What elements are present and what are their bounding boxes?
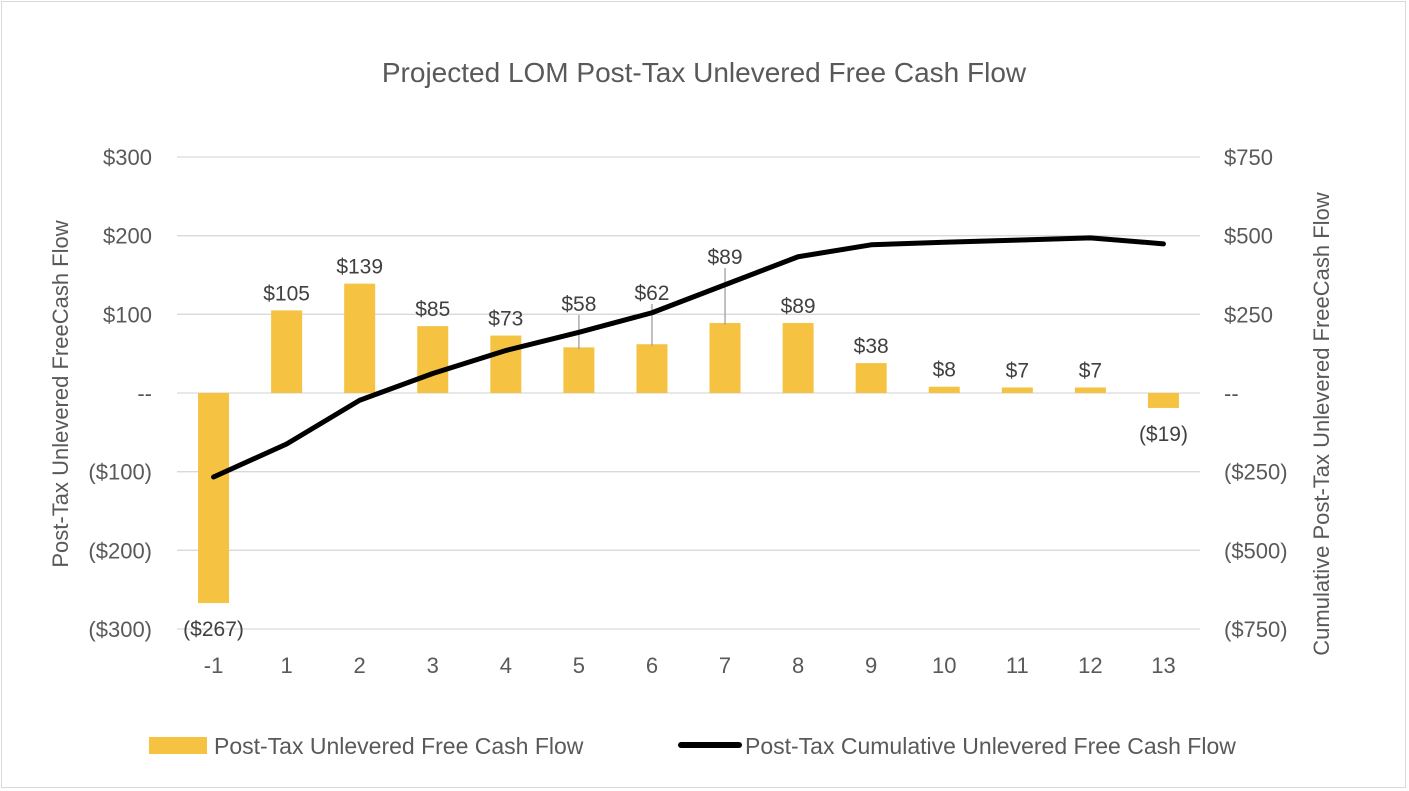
cumulative-line	[211, 235, 1166, 480]
bar-data-label: $73	[488, 308, 523, 331]
left-tick-label: $100	[103, 302, 152, 327]
bar	[782, 322, 814, 393]
left-axis-title: Post-Tax Unlevered FreeCash Flow	[48, 220, 73, 567]
right-tick-label: $250	[1224, 302, 1273, 327]
bar	[636, 344, 668, 393]
category-tick-label: 2	[354, 653, 366, 678]
bar	[1074, 387, 1106, 393]
bar	[709, 322, 741, 393]
right-tick-label: ($750)	[1224, 617, 1288, 642]
legend-line-label: Post-Tax Cumulative Unlevered Free Cash …	[745, 733, 1236, 759]
bar-data-label: $8	[933, 359, 956, 382]
bar	[855, 363, 887, 393]
bar-data-label: $7	[1006, 359, 1029, 382]
category-tick-label: 1	[280, 653, 292, 678]
category-tick-label: 8	[792, 653, 804, 678]
bar-data-label: ($267)	[183, 618, 244, 641]
bar-data-label: $105	[263, 282, 310, 305]
bar-data-label: $139	[336, 256, 383, 279]
bar	[198, 393, 230, 604]
category-tick-label: 11	[1006, 653, 1029, 678]
left-tick-label: $300	[103, 145, 152, 170]
bar-data-label: $7	[1079, 359, 1102, 382]
right-axis-title: Cumulative Post-Tax Unlevered FreeCash F…	[1309, 192, 1334, 656]
bar-data-label: $62	[634, 282, 669, 305]
right-tick-label: ($250)	[1224, 460, 1288, 485]
left-tick-label: ($200)	[88, 538, 152, 563]
bar	[563, 347, 595, 393]
bar-data-label: $38	[854, 335, 889, 358]
left-tick-label: ($100)	[88, 460, 152, 485]
right-tick-label: $750	[1224, 145, 1273, 170]
category-tick-label: 10	[932, 653, 956, 678]
label-leader-lines	[578, 268, 726, 350]
bar-data-label: $85	[415, 298, 450, 321]
left-axis-ticks: $300 $200 $100 -- ($100) ($200) ($300)	[88, 145, 152, 642]
category-tick-label: 12	[1078, 653, 1102, 678]
legend: Post-Tax Unlevered Free Cash Flow Post-T…	[149, 733, 1236, 759]
legend-bar-swatch	[149, 737, 207, 754]
category-tick-label: 5	[573, 653, 585, 678]
gridlines	[177, 156, 1200, 630]
category-tick-label: -1	[204, 653, 224, 678]
bar	[490, 335, 522, 393]
legend-bar-label: Post-Tax Unlevered Free Cash Flow	[214, 733, 584, 759]
bar-data-label: $89	[708, 246, 743, 269]
category-tick-label: 13	[1151, 653, 1175, 678]
bar	[344, 283, 376, 393]
bar-series	[198, 283, 1179, 604]
bar	[1001, 387, 1033, 393]
bar-data-label: $58	[561, 293, 596, 316]
right-tick-label: ($500)	[1224, 538, 1288, 563]
bar-data-labels: ($267) $105 $139 $85 $73 $58 $62 $89 $89 $38 $8 $7 $…	[183, 246, 1188, 641]
category-axis-ticks: -1 1 2 3 4 5 6 7 8 9 10 11 12 13	[204, 653, 1176, 678]
left-tick-label: $200	[103, 224, 152, 249]
category-tick-label: 6	[646, 653, 658, 678]
line-series	[211, 235, 1166, 480]
category-tick-label: 4	[500, 653, 512, 678]
category-tick-label: 3	[427, 653, 439, 678]
chart-title: Projected LOM Post-Tax Unlevered Free Ca…	[382, 57, 1027, 88]
bar	[928, 386, 960, 393]
bar	[1147, 393, 1179, 408]
right-tick-label: --	[1224, 381, 1239, 406]
category-tick-label: 7	[719, 653, 731, 678]
bar	[271, 310, 303, 393]
right-axis-ticks: $750 $500 $250 -- ($250) ($500) ($750)	[1224, 145, 1288, 642]
right-tick-label: $500	[1224, 224, 1273, 249]
left-tick-label: ($300)	[88, 617, 152, 642]
category-tick-label: 9	[865, 653, 877, 678]
left-tick-label: --	[137, 381, 152, 406]
bar-data-label: ($19)	[1139, 423, 1188, 446]
bar-data-label: $89	[781, 295, 816, 318]
bar	[417, 326, 449, 393]
